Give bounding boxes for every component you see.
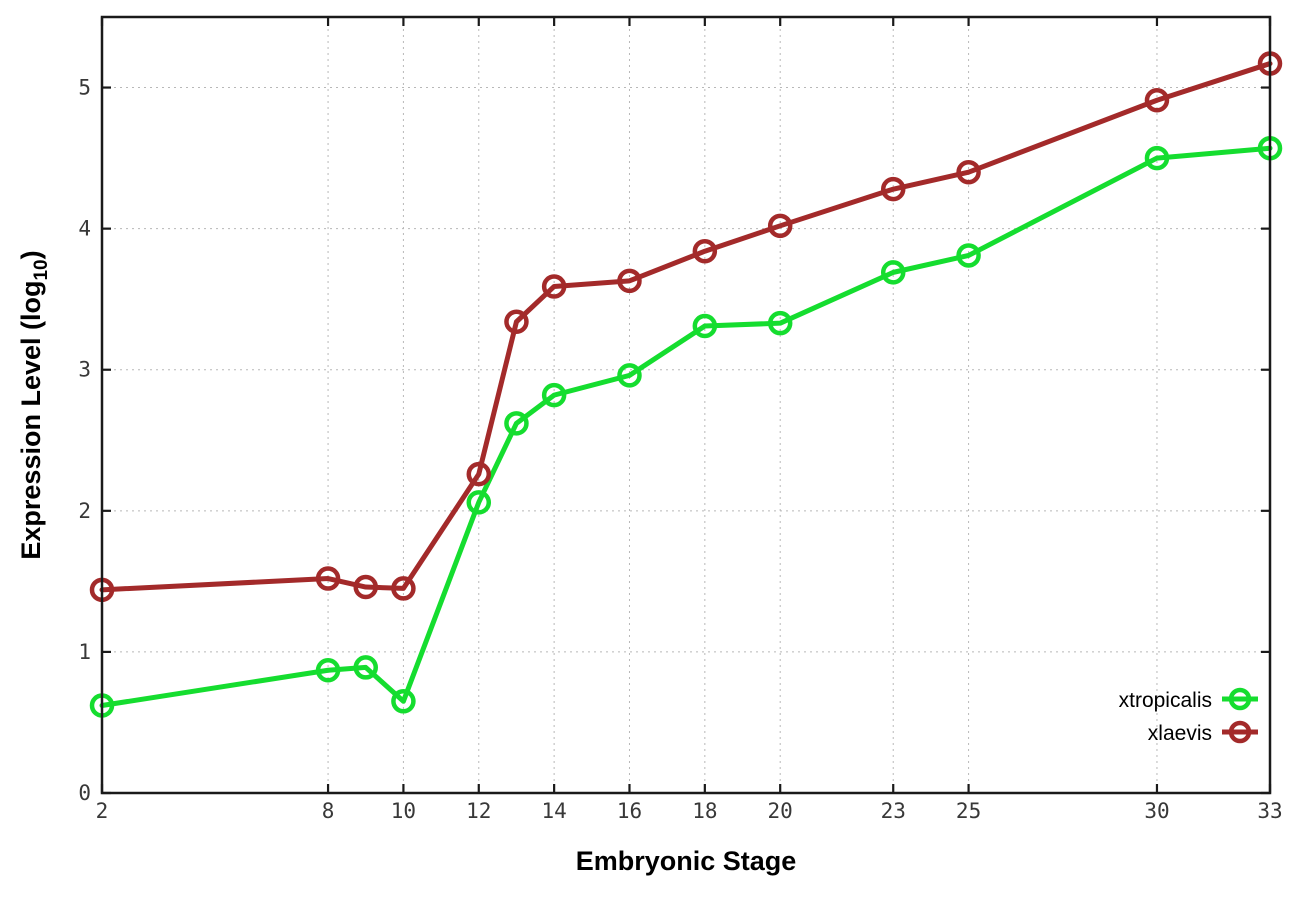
data-point-xlaevis — [466, 461, 492, 487]
x-tick-label: 10 — [391, 799, 416, 823]
legend-sample-marker-xlaevis — [1228, 720, 1252, 744]
x-tick-label: 8 — [322, 799, 335, 823]
y-tick-label: 3 — [78, 358, 91, 382]
data-point-xlaevis — [956, 159, 981, 185]
data-point-xtropicalis — [504, 411, 529, 436]
data-point-xlaevis — [315, 566, 341, 591]
data-point-xtropicalis — [353, 655, 378, 680]
x-tick-label: 12 — [466, 799, 491, 823]
y-tick-label: 5 — [78, 76, 91, 100]
x-tick-label: 2 — [96, 799, 109, 823]
x-tick-label: 23 — [881, 799, 906, 823]
x-tick-label: 30 — [1144, 799, 1169, 823]
data-point-xlaevis — [391, 576, 416, 601]
y-tick-label: 1 — [78, 640, 91, 664]
legend-item-xtropicalis: xtropicalis — [1119, 687, 1258, 712]
plot-frame — [100, 15, 1272, 795]
series-line-xlaevis — [99, 61, 1273, 593]
data-point-xtropicalis — [1144, 145, 1170, 171]
data-point-xlaevis — [353, 574, 378, 600]
y-tick-label: 2 — [78, 499, 91, 523]
data-point-xlaevis — [692, 238, 718, 264]
y-axis-title: Expression Level (log10) — [16, 250, 52, 559]
grid-lines — [101, 17, 1271, 793]
data-point-xlaevis — [767, 213, 793, 239]
data-point-xlaevis — [880, 176, 906, 202]
data-point-xtropicalis — [466, 490, 492, 515]
data-point-xtropicalis — [617, 363, 642, 388]
x-tick-label: 20 — [768, 799, 793, 823]
series-xtropicalis — [89, 135, 1283, 718]
series-line-xtropicalis — [99, 145, 1273, 709]
y-tick-label: 4 — [78, 217, 91, 241]
data-point-xtropicalis — [880, 260, 906, 285]
y-axis-title-main: Expression Level (log — [16, 281, 46, 560]
legend-label-xtropicalis: xtropicalis — [1119, 689, 1212, 712]
y-tick-label: 0 — [78, 781, 91, 805]
plot-border — [100, 15, 1272, 795]
data-series — [89, 51, 1283, 718]
y-axis-title-suffix: ) — [16, 250, 46, 259]
y-axis-title-subscript: 10 — [31, 259, 52, 280]
x-tick-label: 16 — [617, 799, 642, 823]
data-point-xtropicalis — [956, 243, 981, 268]
data-point-xtropicalis — [767, 310, 793, 336]
data-point-xlaevis — [1144, 87, 1170, 113]
legend-label-xlaevis: xlaevis — [1148, 722, 1212, 745]
axis-ticks — [100, 17, 1272, 795]
data-point-xtropicalis — [315, 658, 341, 683]
data-point-xlaevis — [504, 309, 529, 335]
x-tick-label: 25 — [956, 799, 981, 823]
x-tick-label: 18 — [692, 799, 717, 823]
data-point-xlaevis — [541, 274, 567, 299]
data-point-xlaevis — [617, 268, 642, 294]
legend: xtropicalis xlaevis — [1119, 687, 1258, 745]
data-point-xtropicalis — [692, 313, 718, 339]
series-xlaevis — [89, 51, 1283, 603]
data-point-xtropicalis — [541, 382, 567, 408]
legend-item-xlaevis: xlaevis — [1148, 720, 1258, 745]
data-point-xtropicalis — [391, 689, 416, 714]
x-tick-label: 33 — [1257, 799, 1282, 823]
x-axis-title: Embryonic Stage — [576, 846, 797, 876]
legend-sample-marker-xtropicalis — [1228, 687, 1252, 711]
x-tick-label: 14 — [541, 799, 566, 823]
